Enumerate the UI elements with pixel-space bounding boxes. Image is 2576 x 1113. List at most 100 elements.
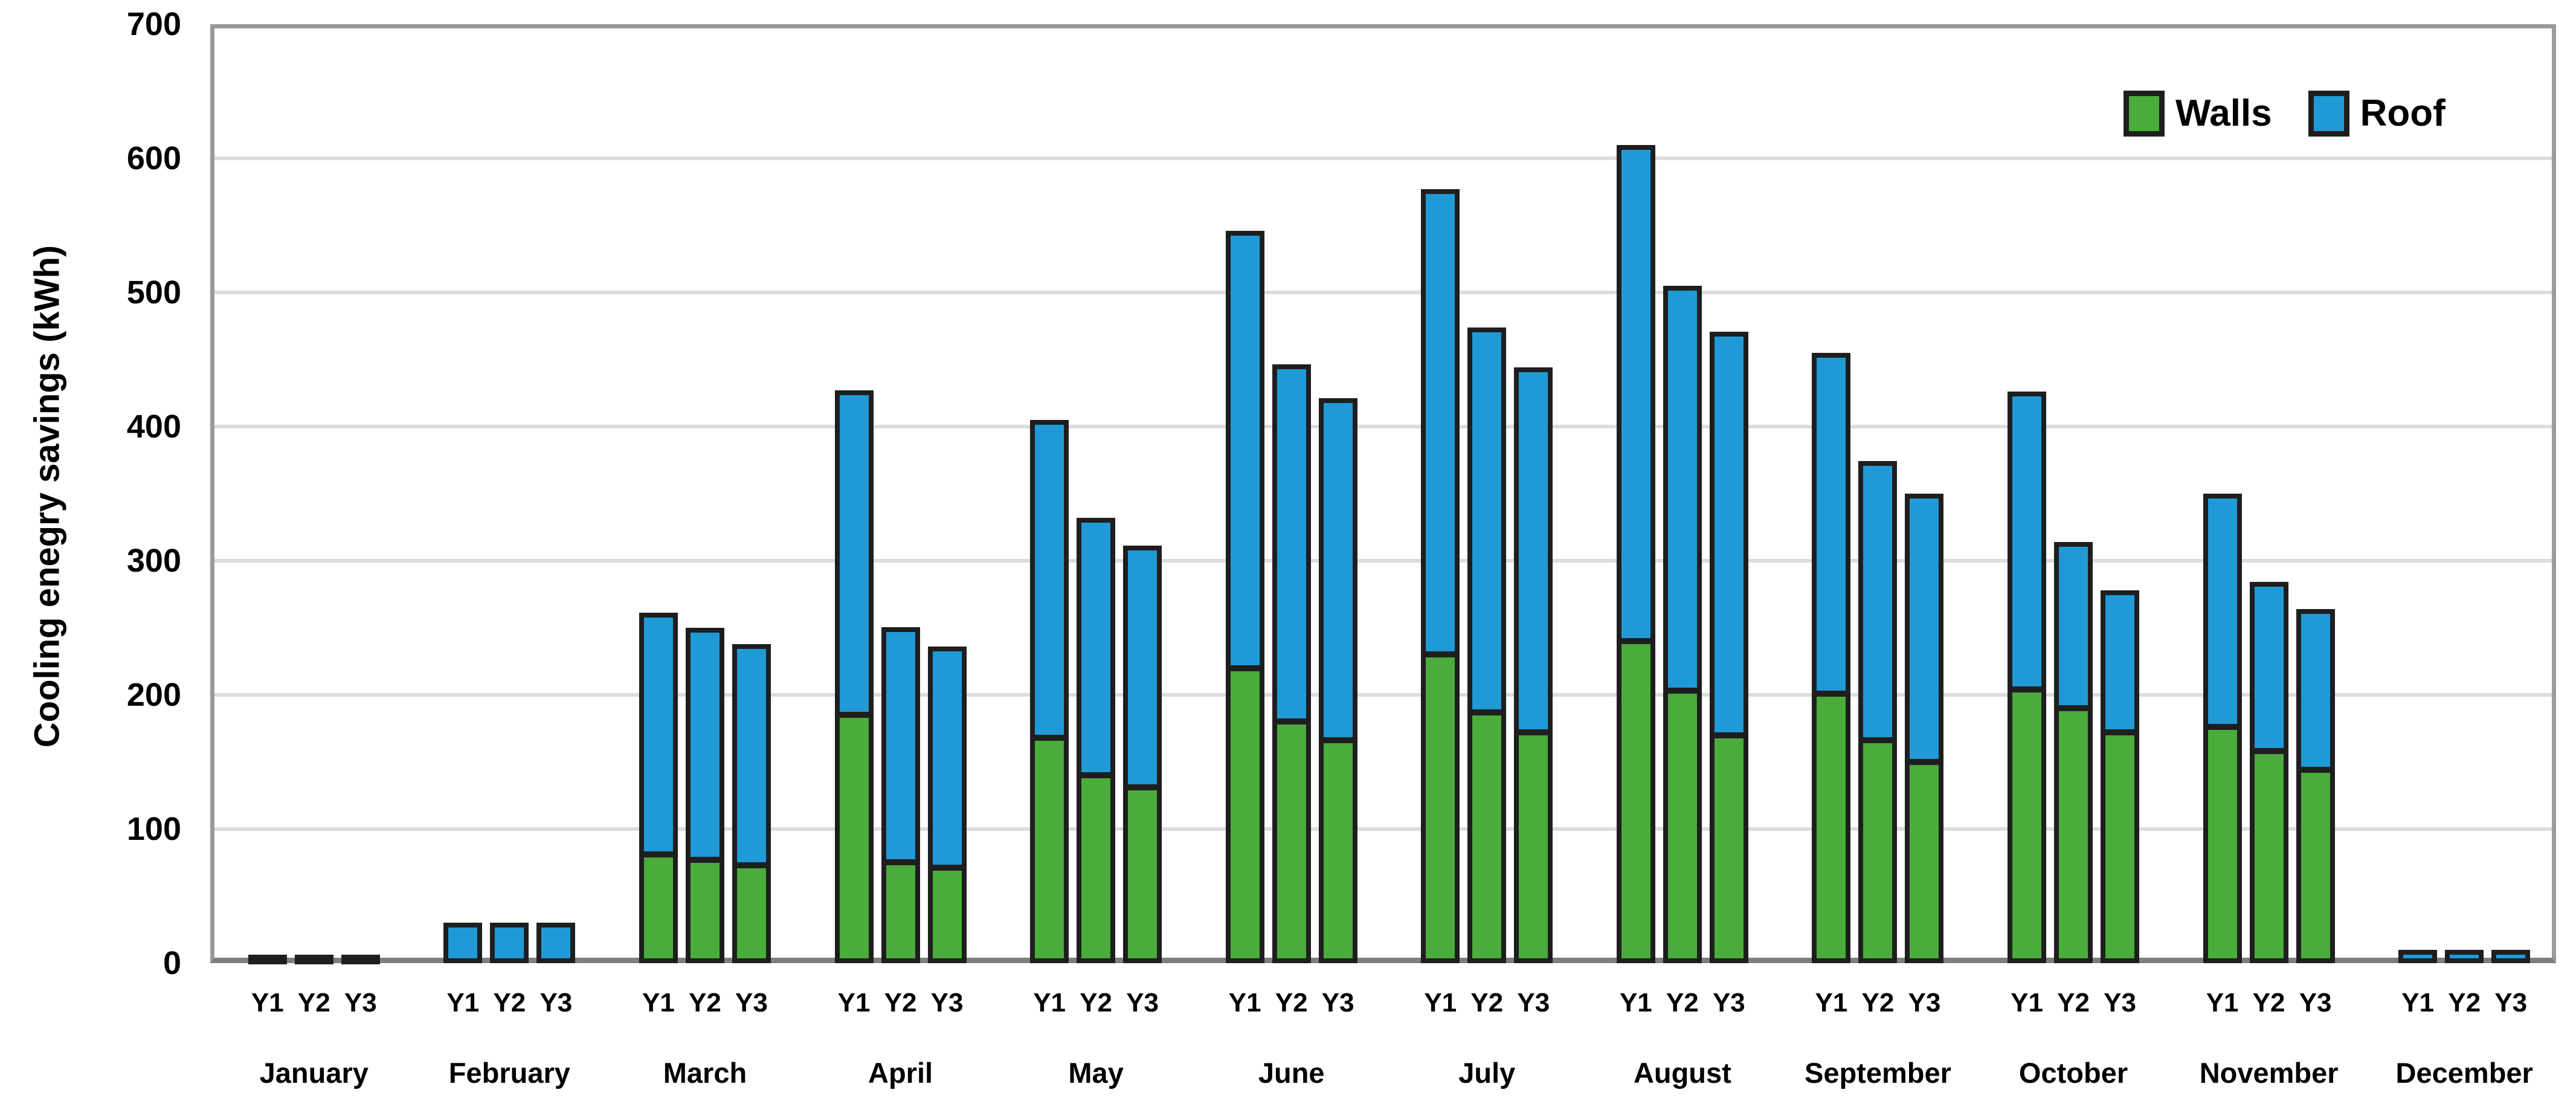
legend: Walls Roof [2124, 91, 2446, 137]
bar-segment-roof-February-Y2 [490, 923, 529, 963]
bar-segment-walls-September-Y1 [1812, 694, 1851, 963]
bar-segment-roof-February-Y3 [536, 923, 576, 963]
x-sublabel-November-Y1: Y1 [2206, 988, 2239, 1018]
bar-segment-walls-August-Y2 [1663, 691, 1702, 963]
bar-segment-roof-September-Y1 [1812, 353, 1851, 694]
legend-item-roof: Roof [2308, 91, 2446, 137]
bar-segment-walls-May-Y1 [1030, 738, 1069, 963]
x-category-label-November: November [2199, 1057, 2339, 1089]
x-sublabel-October-Y3: Y3 [2104, 988, 2136, 1018]
x-sublabel-July-Y3: Y3 [1517, 988, 1550, 1018]
bar-segment-walls-November-Y3 [2296, 770, 2335, 963]
x-sublabel-May-Y3: Y3 [1126, 988, 1159, 1018]
bar-segment-roof-August-Y1 [1616, 145, 1655, 641]
bar-segment-walls-March-Y1 [639, 854, 678, 963]
x-sublabel-November-Y2: Y2 [2252, 988, 2285, 1018]
x-sublabel-April-Y2: Y2 [884, 988, 917, 1018]
x-category-label-April: April [868, 1057, 933, 1089]
bar-segment-roof-September-Y2 [1858, 461, 1898, 740]
y-tick-label-500: 500 [126, 274, 181, 311]
bar-segment-roof-June-Y3 [1318, 398, 1357, 740]
x-sublabel-November-Y3: Y3 [2299, 988, 2332, 1018]
bar-segment-roof-November-Y1 [2203, 494, 2242, 727]
x-sublabel-July-Y1: Y1 [1424, 988, 1457, 1018]
bar-segment-walls-April-Y1 [834, 715, 874, 963]
x-sublabel-March-Y2: Y2 [689, 988, 721, 1018]
bar-segment-roof-November-Y2 [2249, 582, 2288, 751]
bar-segment-roof-April-Y3 [927, 647, 967, 868]
roof-swatch-icon [2308, 91, 2349, 137]
y-tick-label-200: 200 [126, 677, 181, 713]
x-sublabel-April-Y3: Y3 [930, 988, 964, 1018]
x-category-label-October: October [2018, 1057, 2128, 1089]
bar-segment-walls-March-Y3 [732, 865, 771, 963]
bar-segment-walls-October-Y1 [2008, 689, 2047, 963]
bar-segment-roof-June-Y1 [1225, 231, 1264, 668]
bar-segment-roof-April-Y1 [834, 390, 874, 715]
x-sublabel-December-Y1: Y1 [2401, 988, 2435, 1018]
y-tick-label-700: 700 [126, 6, 181, 42]
bar-segment-roof-July-Y1 [1421, 189, 1460, 654]
bar-segment-roof-May-Y1 [1030, 420, 1069, 738]
legend-item-walls: Walls [2124, 91, 2272, 137]
x-sublabel-June-Y3: Y3 [1321, 988, 1354, 1018]
bar-segment-walls-April-Y2 [881, 862, 920, 963]
bar-segment-roof-September-Y3 [1905, 494, 1944, 762]
bar-segment-roof-May-Y2 [1077, 518, 1116, 775]
x-sublabel-February-Y3: Y3 [539, 988, 573, 1018]
x-sublabel-May-Y2: Y2 [1080, 988, 1113, 1018]
bar-segment-roof-August-Y3 [1709, 332, 1748, 735]
bar-segment-walls-November-Y2 [2249, 751, 2288, 963]
bar-segment-roof-May-Y3 [1123, 546, 1162, 787]
gridline-300 [214, 559, 2552, 563]
x-sublabel-August-Y1: Y1 [1619, 988, 1652, 1018]
bar-segment-roof-March-Y2 [685, 628, 724, 860]
bar-segment-walls-November-Y1 [2203, 727, 2242, 963]
x-category-label-September: September [1804, 1057, 1951, 1089]
x-sublabel-October-Y1: Y1 [2011, 988, 2043, 1018]
bar-segment-roof-January-Y1 [248, 955, 287, 964]
y-tick-label-600: 600 [126, 140, 181, 176]
bar-segment-roof-March-Y3 [732, 644, 771, 865]
bar-segment-roof-June-Y2 [1272, 364, 1311, 721]
legend-label-roof: Roof [2360, 92, 2446, 134]
y-tick-label-0: 0 [163, 945, 181, 981]
bar-segment-walls-October-Y3 [2101, 732, 2140, 963]
bar-segment-walls-June-Y3 [1318, 740, 1357, 963]
bar-segment-roof-March-Y1 [639, 613, 678, 854]
bar-segment-walls-June-Y2 [1272, 721, 1311, 963]
x-category-label-August: August [1633, 1057, 1731, 1089]
bar-segment-walls-September-Y3 [1905, 762, 1944, 963]
bar-segment-roof-October-Y3 [2101, 590, 2140, 732]
gridline-400 [214, 425, 2552, 428]
bar-segment-walls-July-Y3 [1514, 732, 1553, 963]
bar-segment-roof-January-Y2 [294, 955, 333, 964]
bar-segment-roof-October-Y1 [2008, 392, 2047, 689]
gridline-200 [214, 693, 2552, 697]
x-sublabel-April-Y1: Y1 [837, 988, 871, 1018]
x-sublabel-February-Y2: Y2 [493, 988, 526, 1018]
bar-segment-walls-April-Y3 [927, 868, 967, 963]
x-sublabel-June-Y1: Y1 [1228, 988, 1261, 1018]
bar-segment-walls-July-Y2 [1467, 712, 1507, 963]
bar-segment-roof-February-Y1 [443, 923, 483, 963]
legend-label-walls: Walls [2175, 92, 2272, 134]
bar-segment-roof-August-Y2 [1663, 286, 1702, 691]
x-sublabel-October-Y2: Y2 [2057, 988, 2090, 1018]
walls-swatch-icon [2124, 91, 2165, 137]
gridline-100 [214, 827, 2552, 831]
y-tick-label-100: 100 [126, 811, 181, 847]
x-category-label-March: March [663, 1057, 747, 1089]
x-sublabel-February-Y1: Y1 [446, 988, 480, 1018]
bar-segment-roof-January-Y3 [341, 955, 380, 964]
bar-segment-roof-December-Y3 [2491, 950, 2531, 963]
x-sublabel-March-Y3: Y3 [735, 988, 768, 1018]
bar-segment-roof-November-Y3 [2296, 609, 2335, 770]
x-sublabel-July-Y2: Y2 [1470, 988, 1504, 1018]
y-tick-label-400: 400 [126, 408, 181, 445]
x-sublabel-January-Y3: Y3 [344, 988, 377, 1018]
bar-segment-walls-September-Y2 [1858, 740, 1898, 963]
x-sublabel-September-Y3: Y3 [1908, 988, 1941, 1018]
x-category-label-December: December [2395, 1057, 2533, 1089]
